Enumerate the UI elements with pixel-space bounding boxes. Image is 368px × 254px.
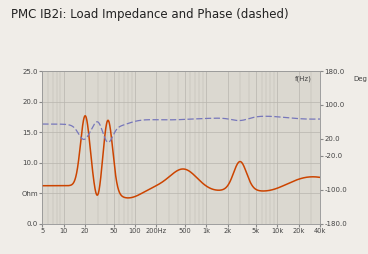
Text: Deg: Deg — [354, 76, 367, 82]
Text: f(Hz): f(Hz) — [295, 76, 312, 82]
Text: PMC IB2i: Load Impedance and Phase (dashed): PMC IB2i: Load Impedance and Phase (dash… — [11, 8, 289, 21]
